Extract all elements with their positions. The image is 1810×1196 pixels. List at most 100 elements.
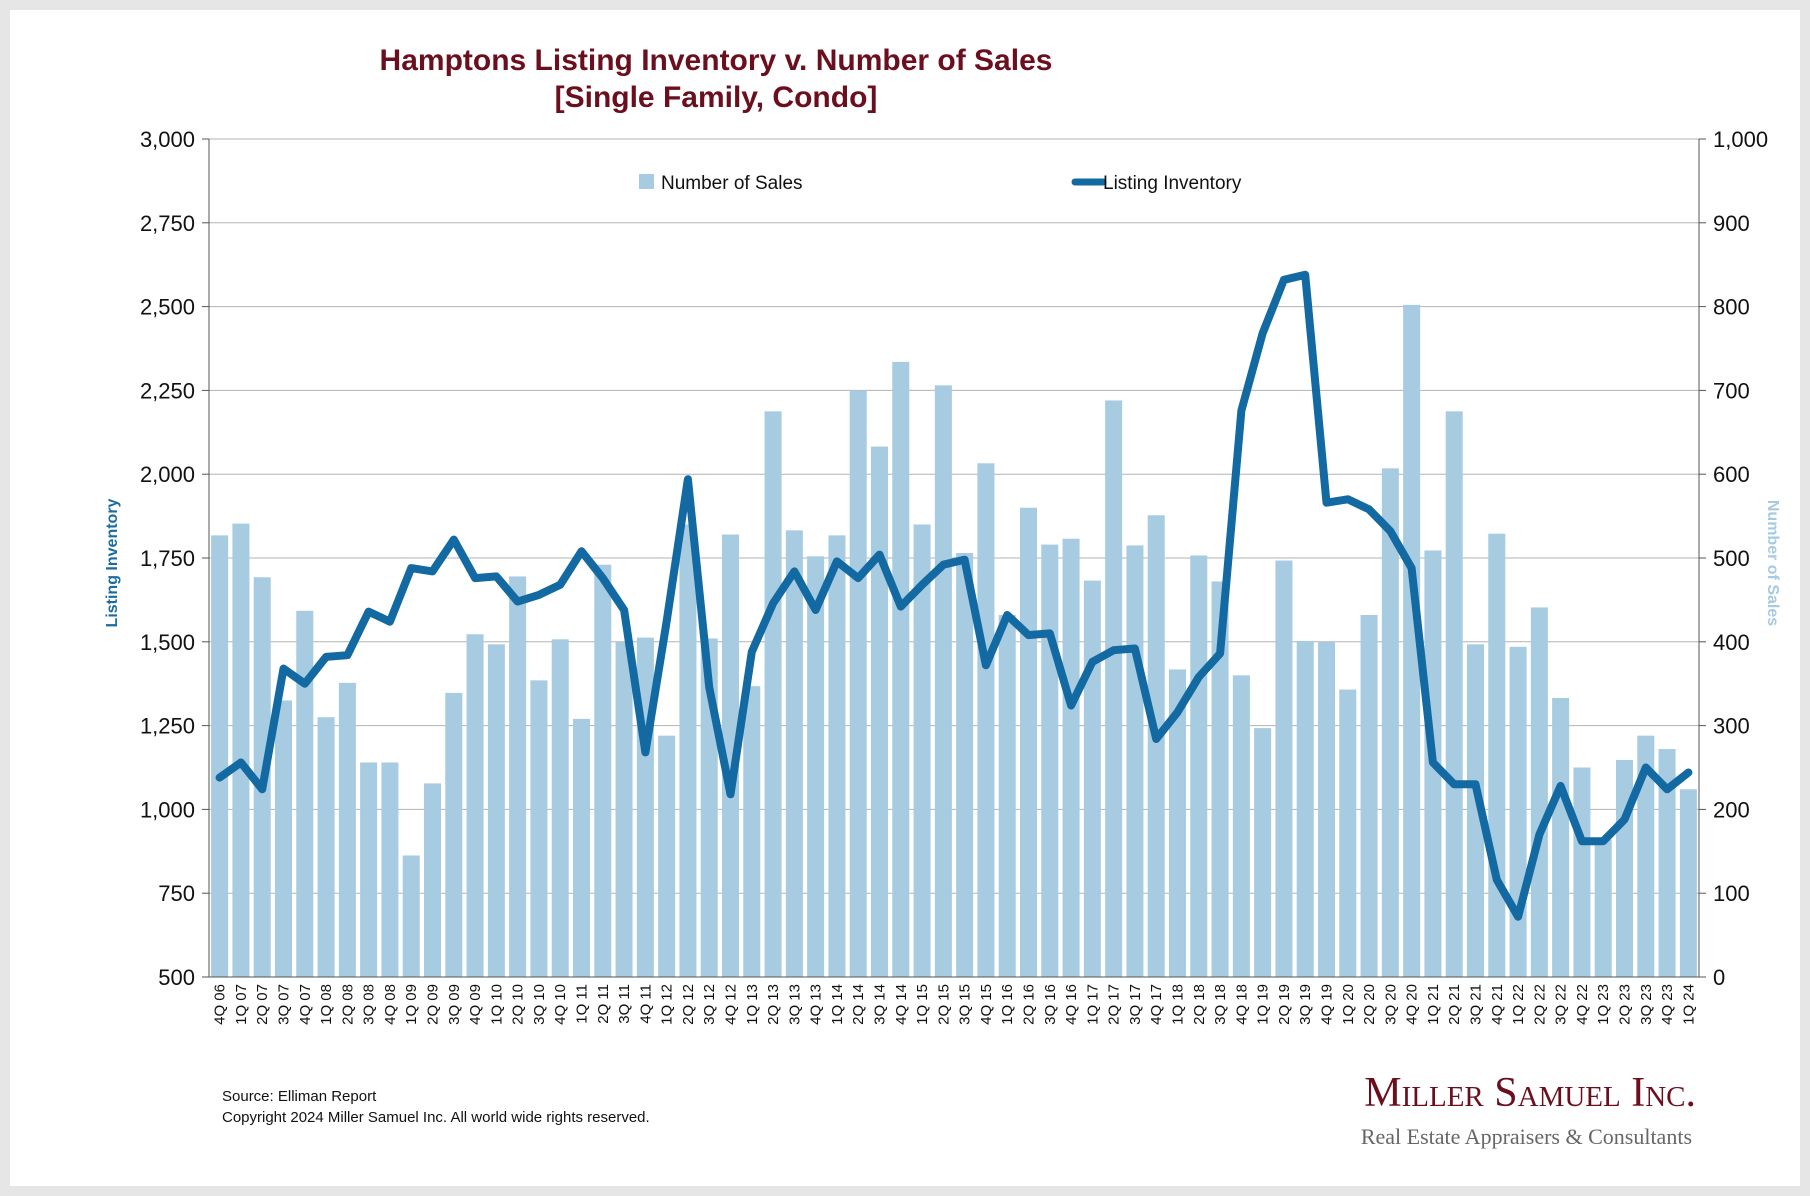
x-tick-label: 2Q 17 bbox=[1106, 984, 1123, 1025]
y-right-tick-label: 400 bbox=[1713, 630, 1750, 655]
y-axis-left-title: Listing Inventory bbox=[104, 498, 121, 627]
x-tick-label: 4Q 16 bbox=[1063, 984, 1080, 1025]
sales-bar bbox=[1062, 538, 1080, 977]
source-note: Source: Elliman Report bbox=[222, 1088, 377, 1105]
x-tick-label: 1Q 20 bbox=[1340, 984, 1357, 1025]
sales-bar bbox=[423, 783, 442, 977]
x-tick-label: 2Q 18 bbox=[1191, 984, 1208, 1025]
x-tick-label: 2Q 11 bbox=[595, 984, 612, 1024]
sales-bar bbox=[1615, 759, 1634, 977]
y-left-tick-label: 750 bbox=[158, 881, 195, 906]
sales-bar bbox=[913, 524, 931, 977]
x-tick-label: 3Q 16 bbox=[1042, 984, 1059, 1025]
sales-bar bbox=[530, 680, 548, 977]
x-tick-label: 4Q 14 bbox=[893, 984, 910, 1025]
sales-bar bbox=[1530, 607, 1548, 977]
sales-bar bbox=[402, 855, 420, 977]
x-tick-label: 2Q 09 bbox=[425, 984, 442, 1025]
x-tick-label: 1Q 11 bbox=[574, 984, 591, 1024]
y-right-tick-label: 900 bbox=[1713, 211, 1750, 236]
x-tick-label: 4Q 17 bbox=[1148, 984, 1165, 1025]
inventory-line-group bbox=[215, 270, 1693, 921]
x-tick-label: 3Q 15 bbox=[957, 984, 974, 1025]
x-tick-label: 2Q 14 bbox=[850, 984, 867, 1025]
y-right-tick-label: 700 bbox=[1713, 378, 1750, 403]
sales-bar bbox=[934, 385, 952, 977]
x-tick-label: 1Q 22 bbox=[1510, 984, 1527, 1025]
x-tick-label: 4Q 19 bbox=[1319, 984, 1336, 1025]
x-tick-label: 1Q 07 bbox=[233, 984, 250, 1025]
sales-bar bbox=[1083, 580, 1101, 977]
x-tick-label: 4Q 08 bbox=[382, 984, 399, 1025]
x-tick-label: 2Q 22 bbox=[1531, 984, 1548, 1025]
sales-bar bbox=[1126, 545, 1144, 977]
sales-bar bbox=[743, 686, 761, 977]
x-tick-label: 1Q 15 bbox=[914, 984, 931, 1025]
sales-bar bbox=[274, 700, 293, 977]
y-left-tick-label: 500 bbox=[158, 965, 195, 990]
sales-bar bbox=[551, 639, 569, 977]
chart-title-line1: Hamptons Listing Inventory v. Number of … bbox=[380, 44, 1053, 77]
sales-bar bbox=[1254, 728, 1272, 977]
x-tick-label: 1Q 18 bbox=[1170, 984, 1187, 1025]
sales-bar bbox=[679, 524, 697, 977]
x-tick-label: 1Q 24 bbox=[1680, 984, 1697, 1025]
x-tick-label: 2Q 16 bbox=[1021, 984, 1038, 1025]
x-tick-label: 4Q 09 bbox=[467, 984, 484, 1025]
sales-bar bbox=[487, 644, 505, 977]
sales-bar bbox=[338, 682, 356, 977]
sales-bar bbox=[764, 411, 782, 978]
x-tick-label: 2Q 08 bbox=[339, 984, 356, 1025]
sales-bar bbox=[594, 564, 612, 977]
sales-bar bbox=[360, 762, 378, 977]
sales-bar bbox=[381, 762, 399, 977]
x-tick-label: 4Q 18 bbox=[1233, 984, 1250, 1025]
sales-bar bbox=[1509, 646, 1527, 977]
sales-bar bbox=[1211, 581, 1229, 977]
y-right-tick-label: 300 bbox=[1713, 714, 1750, 739]
y-right-tick-label: 0 bbox=[1713, 965, 1725, 990]
sales-bar bbox=[1275, 560, 1293, 977]
sales-bar bbox=[721, 534, 740, 977]
x-tick-label: 3Q 19 bbox=[1297, 984, 1314, 1025]
sales-bar bbox=[1573, 767, 1591, 977]
sales-bar bbox=[211, 535, 229, 977]
sales-bar bbox=[977, 463, 995, 977]
y-axis-left: 500 750 1,000 1,250 1,500 1,750 2,000 2,250 2,50… bbox=[140, 127, 210, 990]
y-axis-right: 0 100 200 300 400 500 600 700 800 900 1,000 bbox=[1698, 127, 1768, 990]
x-axis: 4Q 06 1Q 07 2Q 07 3Q 07 4Q 07 1Q 08 2Q 08 3Q 08… bbox=[209, 976, 1699, 1025]
brand-logo-name: Miller Samuel Inc. bbox=[1364, 1070, 1696, 1116]
sales-bars bbox=[211, 304, 1697, 978]
y-right-tick-label: 500 bbox=[1713, 546, 1750, 571]
sales-bar bbox=[1317, 641, 1336, 977]
copyright-note: Copyright 2024 Miller Samuel Inc. All wo… bbox=[222, 1109, 650, 1126]
x-tick-label: 1Q 21 bbox=[1425, 984, 1442, 1025]
sales-bar bbox=[1339, 689, 1357, 977]
y-left-tick-label: 3,000 bbox=[140, 127, 195, 152]
sales-bar bbox=[785, 530, 803, 977]
brand-logo-tagline: Real Estate Appraisers & Consultants bbox=[1361, 1124, 1692, 1149]
sales-bar bbox=[1403, 304, 1421, 977]
x-tick-label: 2Q 15 bbox=[935, 984, 952, 1025]
y-right-tick-label: 800 bbox=[1713, 295, 1750, 320]
x-tick-label: 1Q 14 bbox=[829, 984, 846, 1025]
x-tick-label: 4Q 07 bbox=[297, 984, 314, 1025]
x-tick-label: 2Q 19 bbox=[1276, 984, 1293, 1025]
y-left-tick-label: 2,500 bbox=[140, 295, 195, 320]
x-tick-label: 4Q 13 bbox=[808, 984, 825, 1025]
y-left-tick-label: 2,750 bbox=[140, 211, 195, 236]
sales-bar bbox=[892, 361, 910, 978]
sales-bar bbox=[1232, 675, 1250, 977]
x-tick-label: 1Q 16 bbox=[999, 984, 1016, 1025]
x-tick-label: 3Q 21 bbox=[1468, 984, 1485, 1025]
x-tick-label: 3Q 17 bbox=[1127, 984, 1144, 1025]
y-right-tick-label: 600 bbox=[1713, 462, 1750, 487]
sales-bar bbox=[1147, 515, 1165, 977]
x-tick-label: 2Q 07 bbox=[254, 984, 271, 1025]
x-tick-label: 1Q 13 bbox=[744, 984, 761, 1025]
sales-bar bbox=[1658, 749, 1676, 977]
x-tick-label: 4Q 12 bbox=[723, 984, 740, 1025]
sales-bar bbox=[1445, 411, 1463, 978]
x-tick-label: 4Q 11 bbox=[637, 984, 654, 1024]
y-left-tick-label: 1,250 bbox=[140, 714, 195, 739]
